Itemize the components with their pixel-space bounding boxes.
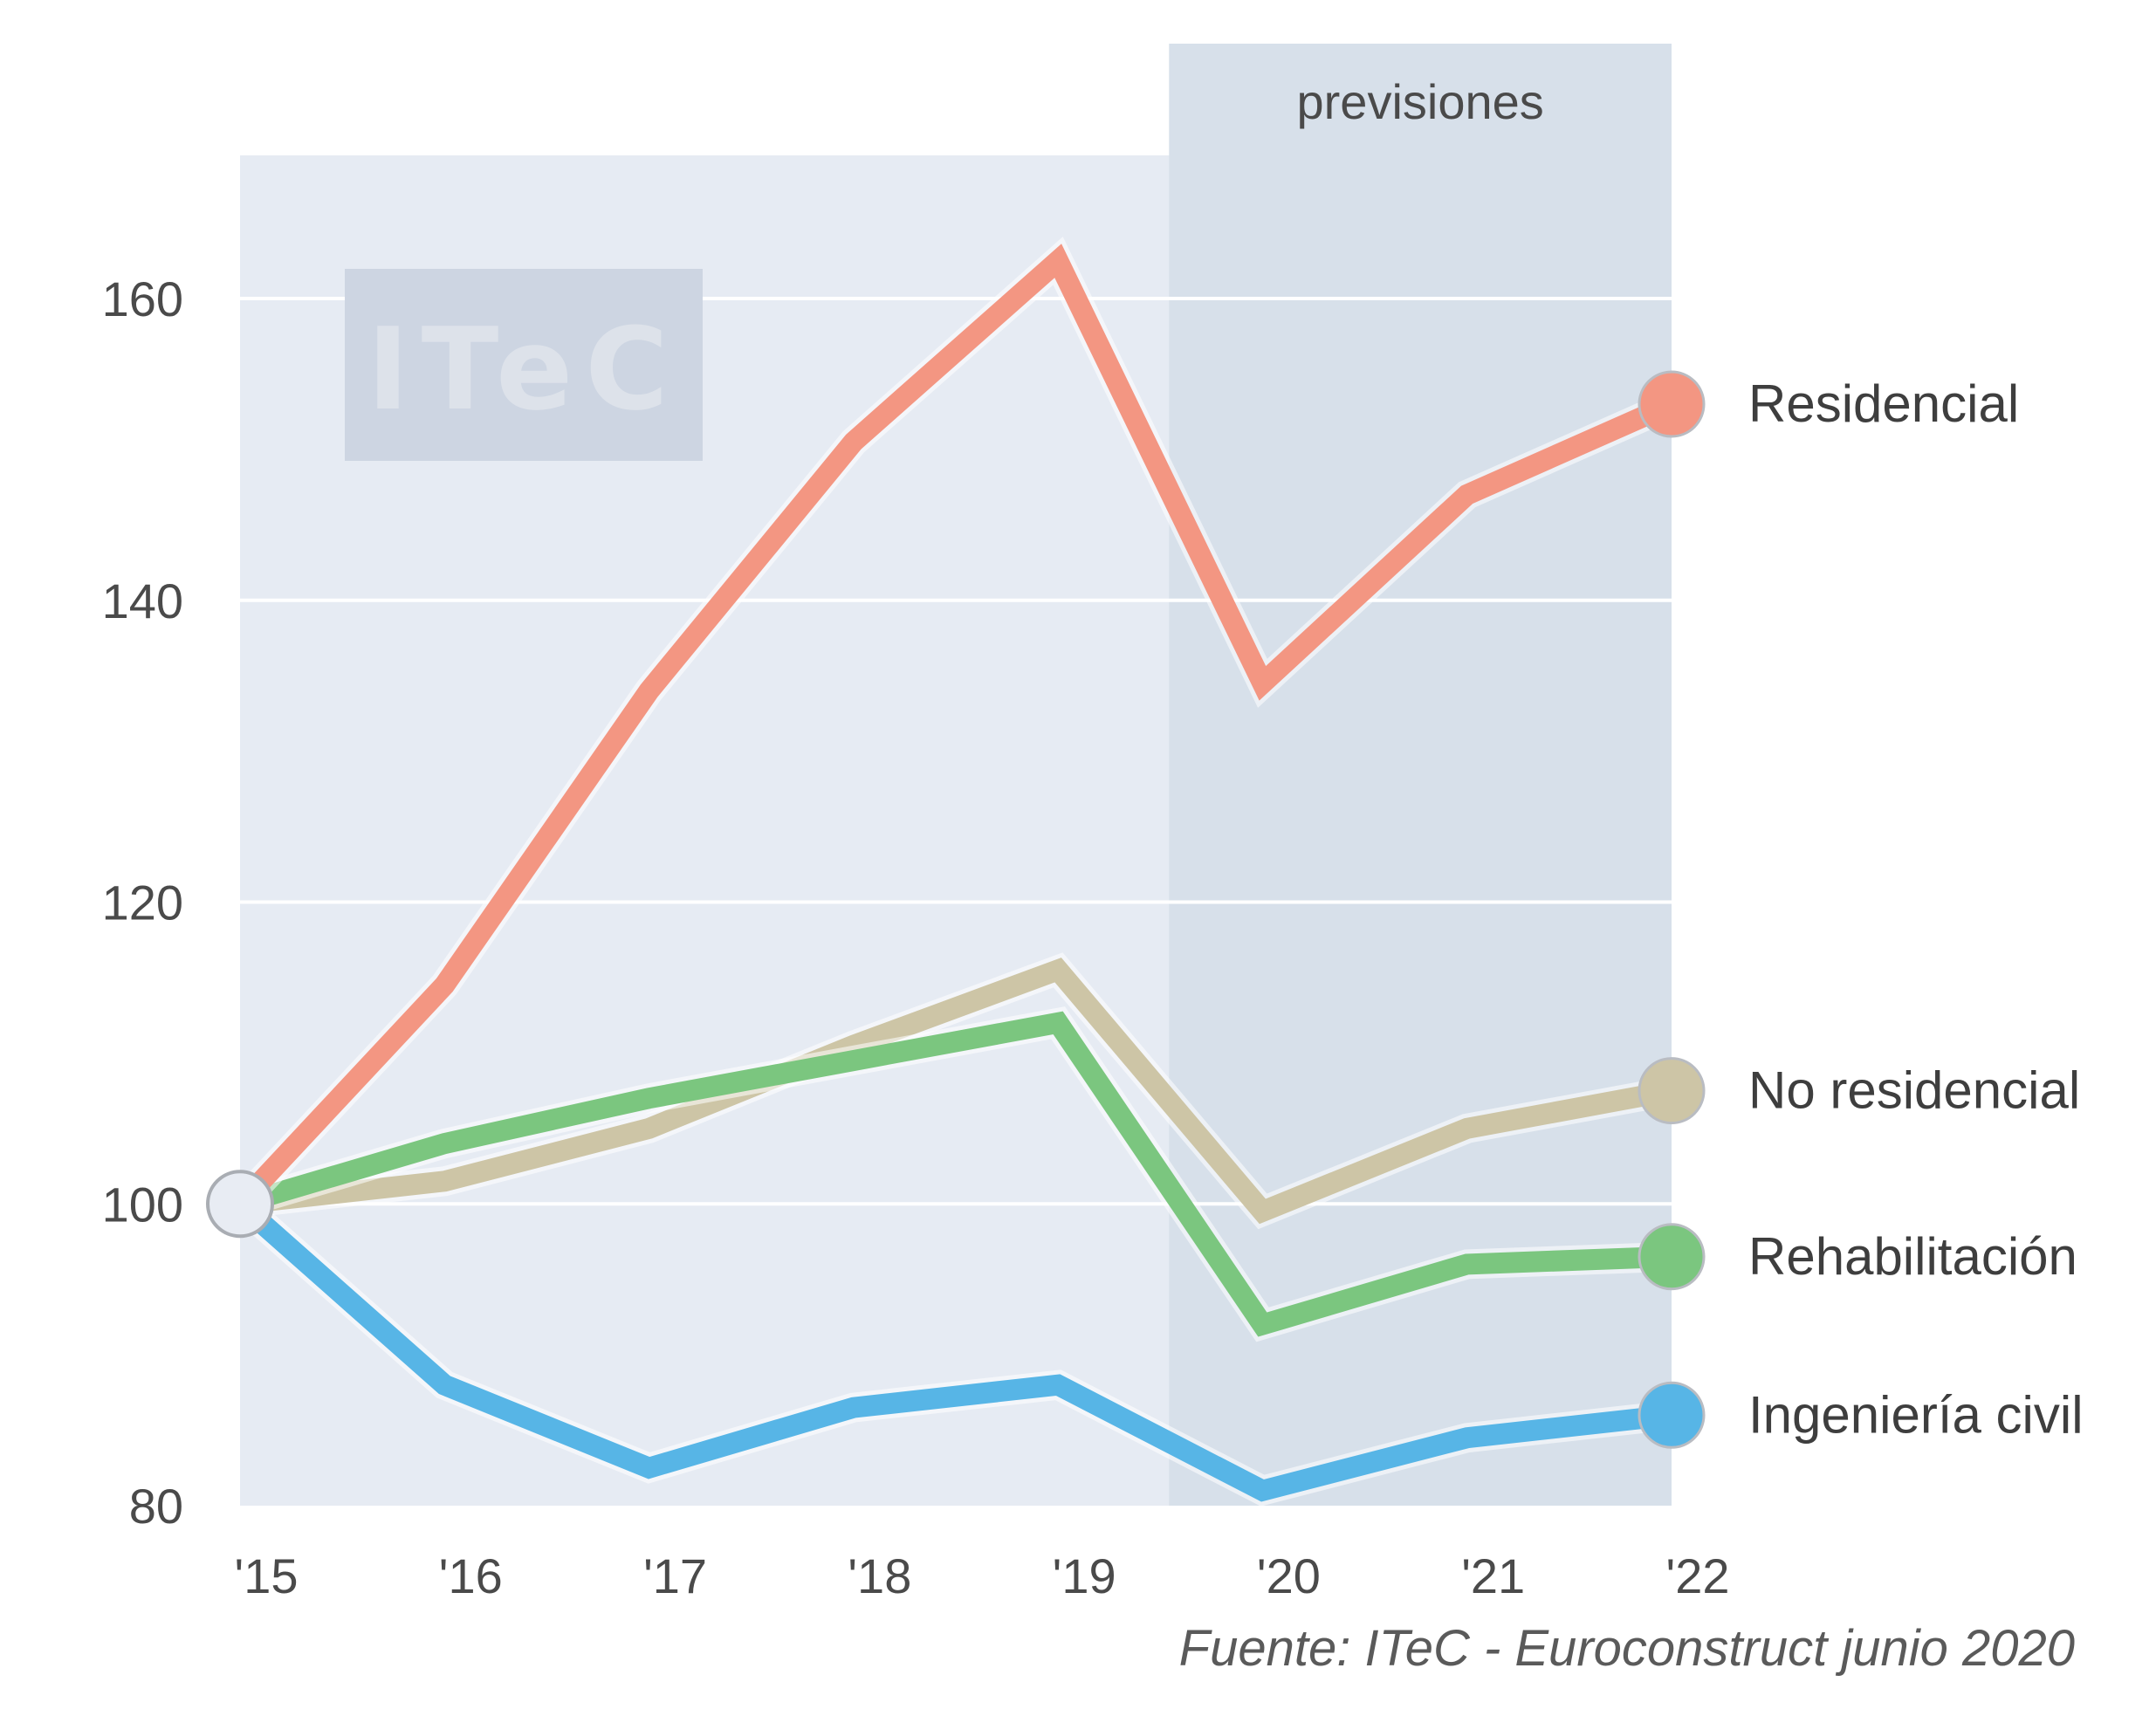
source-caption: Fuente: ITeC - Euroconstruct junio 2020 xyxy=(1178,1620,2075,1677)
series-label: Rehabilitación xyxy=(1748,1227,2077,1286)
y-axis-ticks: 80 100 120 140 160 xyxy=(102,271,183,1534)
series-endpoint xyxy=(1638,1381,1706,1449)
series-line xyxy=(238,958,1674,1225)
x-axis-ticks: '15 '16 '17 '18 '19 '20 '21 '22 xyxy=(235,1548,1730,1603)
series-label: No residencial xyxy=(1748,1061,2080,1120)
series-label: Ingeniería civil xyxy=(1748,1385,2084,1444)
x-tick-label: '17 xyxy=(643,1548,707,1603)
x-tick-label: '19 xyxy=(1053,1548,1116,1603)
series-line xyxy=(232,244,1676,1212)
x-tick-label: '21 xyxy=(1461,1548,1525,1603)
x-tick-label: '16 xyxy=(439,1548,503,1603)
series-lines xyxy=(229,237,1678,1507)
origin-marker xyxy=(206,1170,274,1239)
y-tick-label: 160 xyxy=(102,271,183,326)
series-endpoint xyxy=(1638,370,1706,438)
x-tick-label: '22 xyxy=(1666,1548,1730,1603)
y-tick-label: 80 xyxy=(129,1479,183,1534)
x-tick-label: '15 xyxy=(235,1548,299,1603)
watermark-box xyxy=(345,269,703,461)
x-tick-label: '20 xyxy=(1257,1548,1321,1603)
series-label: Residencial xyxy=(1748,374,2019,433)
watermark-text: ITeC xyxy=(367,303,680,436)
series-line xyxy=(237,1011,1672,1337)
x-tick-label: '18 xyxy=(848,1548,911,1603)
series-line xyxy=(233,1196,1673,1502)
forecast-label: previsiones xyxy=(1297,74,1544,129)
itec-watermark-logo: ITeC xyxy=(345,269,703,461)
y-tick-label: 100 xyxy=(102,1177,183,1232)
series-endpoint xyxy=(1638,1057,1706,1125)
series-endpoint xyxy=(1638,1223,1706,1291)
series-labels: Residencial No residencial Rehabilitación I… xyxy=(1748,374,2084,1444)
y-tick-label: 140 xyxy=(102,573,183,628)
y-tick-label: 120 xyxy=(102,875,183,930)
series-endpoints xyxy=(1638,370,1706,1449)
